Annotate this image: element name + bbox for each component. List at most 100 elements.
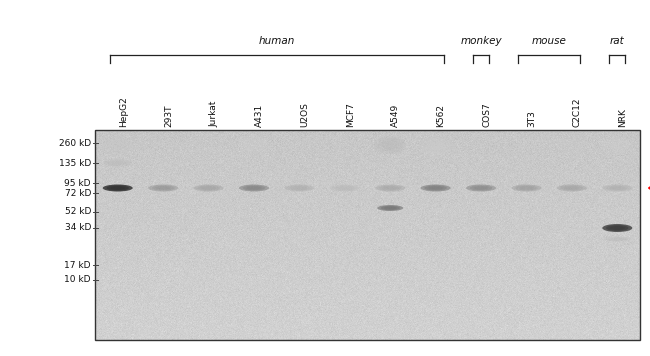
Ellipse shape <box>424 185 447 190</box>
Text: NRK: NRK <box>618 108 627 127</box>
Ellipse shape <box>112 211 124 213</box>
Ellipse shape <box>198 208 220 212</box>
Text: A431: A431 <box>255 104 264 127</box>
Ellipse shape <box>246 141 262 150</box>
Ellipse shape <box>111 186 125 190</box>
Ellipse shape <box>428 186 443 190</box>
Text: 72 kD: 72 kD <box>64 188 91 198</box>
Ellipse shape <box>242 138 266 152</box>
Ellipse shape <box>424 141 447 156</box>
Ellipse shape <box>111 161 125 165</box>
Ellipse shape <box>380 206 400 210</box>
Text: 135 kD: 135 kD <box>58 158 91 168</box>
Text: C2C12: C2C12 <box>573 98 582 127</box>
Ellipse shape <box>152 185 174 190</box>
Text: COS7: COS7 <box>482 102 491 127</box>
Ellipse shape <box>106 138 130 152</box>
Ellipse shape <box>512 184 541 192</box>
Text: Jurkat: Jurkat <box>209 101 218 127</box>
Ellipse shape <box>607 237 628 241</box>
Text: 52 kD: 52 kD <box>64 208 91 216</box>
Ellipse shape <box>519 186 534 190</box>
Ellipse shape <box>564 141 580 150</box>
Text: 260 kD: 260 kD <box>59 138 91 147</box>
Ellipse shape <box>110 141 125 150</box>
Ellipse shape <box>557 184 587 192</box>
Ellipse shape <box>428 143 443 153</box>
Ellipse shape <box>601 136 633 154</box>
Ellipse shape <box>246 186 261 190</box>
Ellipse shape <box>377 205 403 211</box>
Text: U2OS: U2OS <box>300 102 309 127</box>
Ellipse shape <box>288 185 311 190</box>
Ellipse shape <box>239 184 269 192</box>
Text: 95 kD: 95 kD <box>64 178 91 188</box>
Text: A549: A549 <box>391 104 400 127</box>
Ellipse shape <box>556 136 588 154</box>
Ellipse shape <box>238 136 270 154</box>
Text: K562: K562 <box>437 104 446 127</box>
Text: 17 kD: 17 kD <box>64 261 91 269</box>
Ellipse shape <box>610 226 625 230</box>
Ellipse shape <box>428 141 443 150</box>
Text: 10 kD: 10 kD <box>64 276 91 284</box>
Ellipse shape <box>101 136 134 154</box>
Ellipse shape <box>109 210 127 214</box>
Bar <box>95 130 640 340</box>
Ellipse shape <box>194 184 224 192</box>
Ellipse shape <box>609 141 625 150</box>
Ellipse shape <box>201 186 216 190</box>
Ellipse shape <box>155 186 170 190</box>
Ellipse shape <box>375 184 405 192</box>
Ellipse shape <box>474 186 489 190</box>
Ellipse shape <box>560 185 583 190</box>
Ellipse shape <box>337 186 352 190</box>
Ellipse shape <box>606 225 629 231</box>
Ellipse shape <box>560 227 584 232</box>
Ellipse shape <box>148 184 178 192</box>
Ellipse shape <box>330 184 360 192</box>
Ellipse shape <box>203 209 214 211</box>
Ellipse shape <box>107 160 128 166</box>
Ellipse shape <box>104 159 132 167</box>
Ellipse shape <box>603 224 632 232</box>
Ellipse shape <box>603 184 632 192</box>
Ellipse shape <box>103 184 133 192</box>
Ellipse shape <box>421 184 450 192</box>
Text: monkey: monkey <box>460 36 502 46</box>
Ellipse shape <box>285 184 315 192</box>
Text: 34 kD: 34 kD <box>64 224 91 232</box>
Ellipse shape <box>605 138 629 152</box>
Ellipse shape <box>106 210 130 214</box>
Ellipse shape <box>420 136 452 154</box>
Ellipse shape <box>242 185 265 190</box>
Ellipse shape <box>379 185 402 190</box>
Ellipse shape <box>610 238 624 240</box>
Ellipse shape <box>603 236 631 241</box>
Ellipse shape <box>563 228 581 232</box>
Ellipse shape <box>374 136 406 154</box>
Ellipse shape <box>333 185 356 190</box>
Ellipse shape <box>470 185 492 190</box>
Text: MCF7: MCF7 <box>346 102 355 127</box>
Text: human: human <box>259 36 295 46</box>
Text: 3T3: 3T3 <box>527 110 536 127</box>
Ellipse shape <box>566 229 578 231</box>
Text: rat: rat <box>610 36 625 46</box>
Ellipse shape <box>466 184 496 192</box>
Ellipse shape <box>200 209 217 211</box>
Ellipse shape <box>378 138 402 152</box>
Text: mouse: mouse <box>532 36 567 46</box>
Ellipse shape <box>198 185 220 190</box>
Text: HepG2: HepG2 <box>119 96 127 127</box>
Ellipse shape <box>610 186 625 190</box>
Ellipse shape <box>560 138 584 152</box>
Ellipse shape <box>424 138 448 152</box>
Ellipse shape <box>107 185 129 190</box>
Ellipse shape <box>382 141 398 150</box>
Ellipse shape <box>421 138 450 158</box>
Ellipse shape <box>292 186 307 190</box>
Ellipse shape <box>606 185 629 190</box>
Ellipse shape <box>515 185 538 190</box>
Ellipse shape <box>383 186 398 190</box>
